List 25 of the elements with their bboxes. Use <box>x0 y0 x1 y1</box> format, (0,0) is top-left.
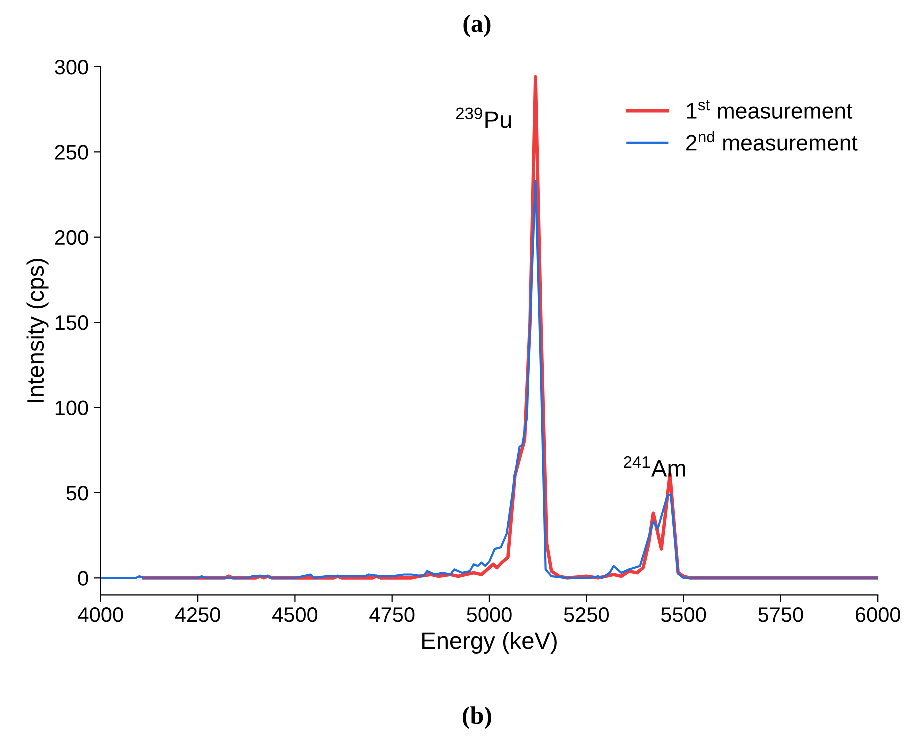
annotation: $^{241}$Am <box>624 456 686 477</box>
line-series <box>100 180 878 580</box>
y-tick-label: 100 <box>56 400 88 416</box>
x-tick-label: 5250 <box>564 608 610 622</box>
chart-title: (a) <box>464 14 491 38</box>
x-tick-label: 4500 <box>272 608 318 622</box>
x-tick-label: 5500 <box>661 608 706 622</box>
text: (b) <box>463 706 492 730</box>
y-tick-label: 250 <box>55 145 88 160</box>
annotation: $^{239}$Pu <box>456 108 512 128</box>
x-tick-label: 5000 <box>467 608 512 622</box>
y-tick-label: 50 <box>66 486 88 501</box>
x-axis-title: Energy (keV) <box>422 632 557 654</box>
y-tick-label: 300 <box>55 60 88 75</box>
y-tick-label: 200 <box>55 230 88 246</box>
x-tick-label: 5750 <box>758 608 804 622</box>
legend-label: 2$^{nd}$ measurement <box>686 131 858 151</box>
y-tick-label: 0 <box>78 571 88 586</box>
x-tick-label: 4250 <box>175 608 220 622</box>
y-tick-label: 150 <box>56 316 88 330</box>
legend-label: 1$^{st}$ measurement <box>687 100 853 119</box>
x-tick-label: 4750 <box>370 608 415 622</box>
x-tick-label: 4000 <box>78 608 124 622</box>
x-tick-label: 6000 <box>856 608 900 622</box>
y-axis-title: Intensity (cps) <box>26 259 49 402</box>
